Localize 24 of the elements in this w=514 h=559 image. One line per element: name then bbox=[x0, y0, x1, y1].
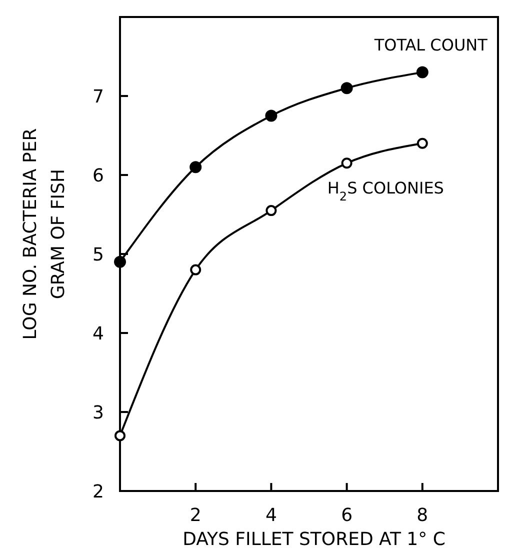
x-axis-title: DAYS FILLET STORED AT 1° C bbox=[182, 529, 446, 550]
y-tick-label: 7 bbox=[92, 86, 104, 108]
point bbox=[341, 158, 352, 169]
point bbox=[114, 256, 126, 268]
point bbox=[340, 82, 353, 94]
y-axis-title: LOG NO. BACTERIA PER GRAM OF FISH bbox=[20, 128, 69, 340]
x-tick-label: 6 bbox=[341, 505, 353, 526]
y-tick-label: 3 bbox=[92, 402, 104, 424]
point bbox=[190, 264, 202, 276]
point bbox=[416, 138, 428, 149]
x-tick-label: 8 bbox=[416, 505, 428, 526]
y-tick-label: 5 bbox=[92, 244, 104, 266]
series-label: H$_{2}$S COLONIES bbox=[327, 178, 444, 204]
x-tick-label: 4 bbox=[265, 505, 277, 526]
point bbox=[266, 205, 277, 216]
series-label: TOTAL COUNT bbox=[373, 35, 488, 54]
y-tick-label: 4 bbox=[92, 323, 104, 344]
point bbox=[265, 110, 278, 122]
point bbox=[416, 66, 428, 78]
x-tick-label: 2 bbox=[190, 505, 202, 526]
point bbox=[190, 161, 202, 174]
point bbox=[114, 430, 126, 442]
y-tick-label: 6 bbox=[92, 165, 104, 186]
y-tick-label: 2 bbox=[92, 481, 104, 502]
